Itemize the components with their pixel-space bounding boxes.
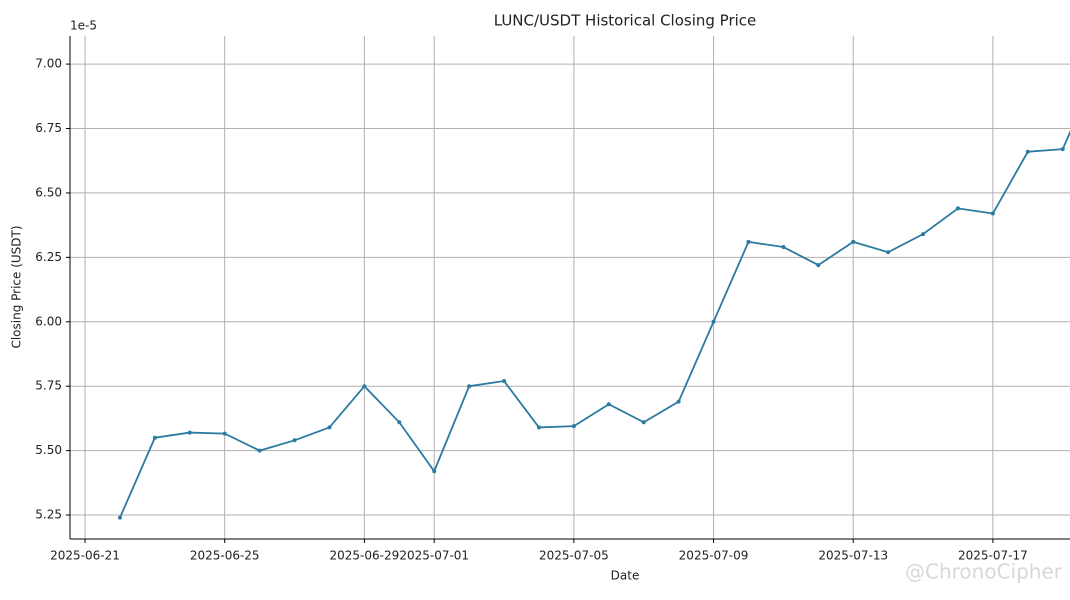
data-point xyxy=(467,384,472,389)
data-point xyxy=(746,239,751,244)
data-point xyxy=(571,424,576,429)
data-point xyxy=(327,425,332,430)
y-tick-label: 6.50 xyxy=(35,185,62,199)
y-tick-label: 5.75 xyxy=(35,379,62,393)
y-axis-label: Closing Price (USDT) xyxy=(10,225,24,348)
x-tick-label: 2025-06-21 xyxy=(50,549,120,563)
data-point xyxy=(362,384,367,389)
x-tick-label: 2025-07-09 xyxy=(679,549,749,563)
plot-area xyxy=(117,130,1070,520)
data-point xyxy=(606,402,611,407)
y-tick-label: 7.00 xyxy=(35,57,62,71)
data-point xyxy=(536,425,541,430)
data-point xyxy=(711,319,716,324)
y-tick-label: 6.00 xyxy=(35,314,62,328)
x-tick-label: 2025-07-05 xyxy=(539,549,609,563)
data-point xyxy=(921,232,926,237)
data-point xyxy=(990,211,995,216)
x-tick-label: 2025-07-13 xyxy=(818,549,888,563)
watermark: @ChronoCipher xyxy=(905,560,1063,584)
data-point xyxy=(432,469,437,474)
data-point xyxy=(152,435,157,440)
data-point xyxy=(397,420,402,425)
data-point xyxy=(117,515,122,520)
x-tick-label: 2025-06-29 xyxy=(329,549,399,563)
data-point xyxy=(816,263,821,268)
data-point xyxy=(222,431,227,436)
data-point xyxy=(851,239,856,244)
data-point xyxy=(292,438,297,443)
y-tick-label: 6.75 xyxy=(35,121,62,135)
data-point xyxy=(1060,147,1065,152)
y-tick-label: 6.25 xyxy=(35,250,62,264)
x-axis-label: Date xyxy=(611,569,640,583)
data-point xyxy=(502,379,507,384)
data-point xyxy=(641,420,646,425)
data-point xyxy=(886,250,891,255)
data-point xyxy=(187,430,192,435)
data-point xyxy=(257,448,262,453)
x-tick-label: 2025-07-17 xyxy=(958,549,1028,563)
grid xyxy=(70,36,1070,539)
data-point xyxy=(955,206,960,211)
data-point xyxy=(676,399,681,404)
x-tick-label: 2025-07-01 xyxy=(399,549,469,563)
y-tick-label: 5.25 xyxy=(35,508,62,522)
chart-title: LUNC/USDT Historical Closing Price xyxy=(494,12,757,30)
x-tick-label: 2025-06-25 xyxy=(190,549,260,563)
y-tick-label: 5.50 xyxy=(35,443,62,457)
data-point xyxy=(781,245,786,250)
y-offset-label: 1e-5 xyxy=(70,19,97,33)
data-point xyxy=(1025,149,1030,154)
